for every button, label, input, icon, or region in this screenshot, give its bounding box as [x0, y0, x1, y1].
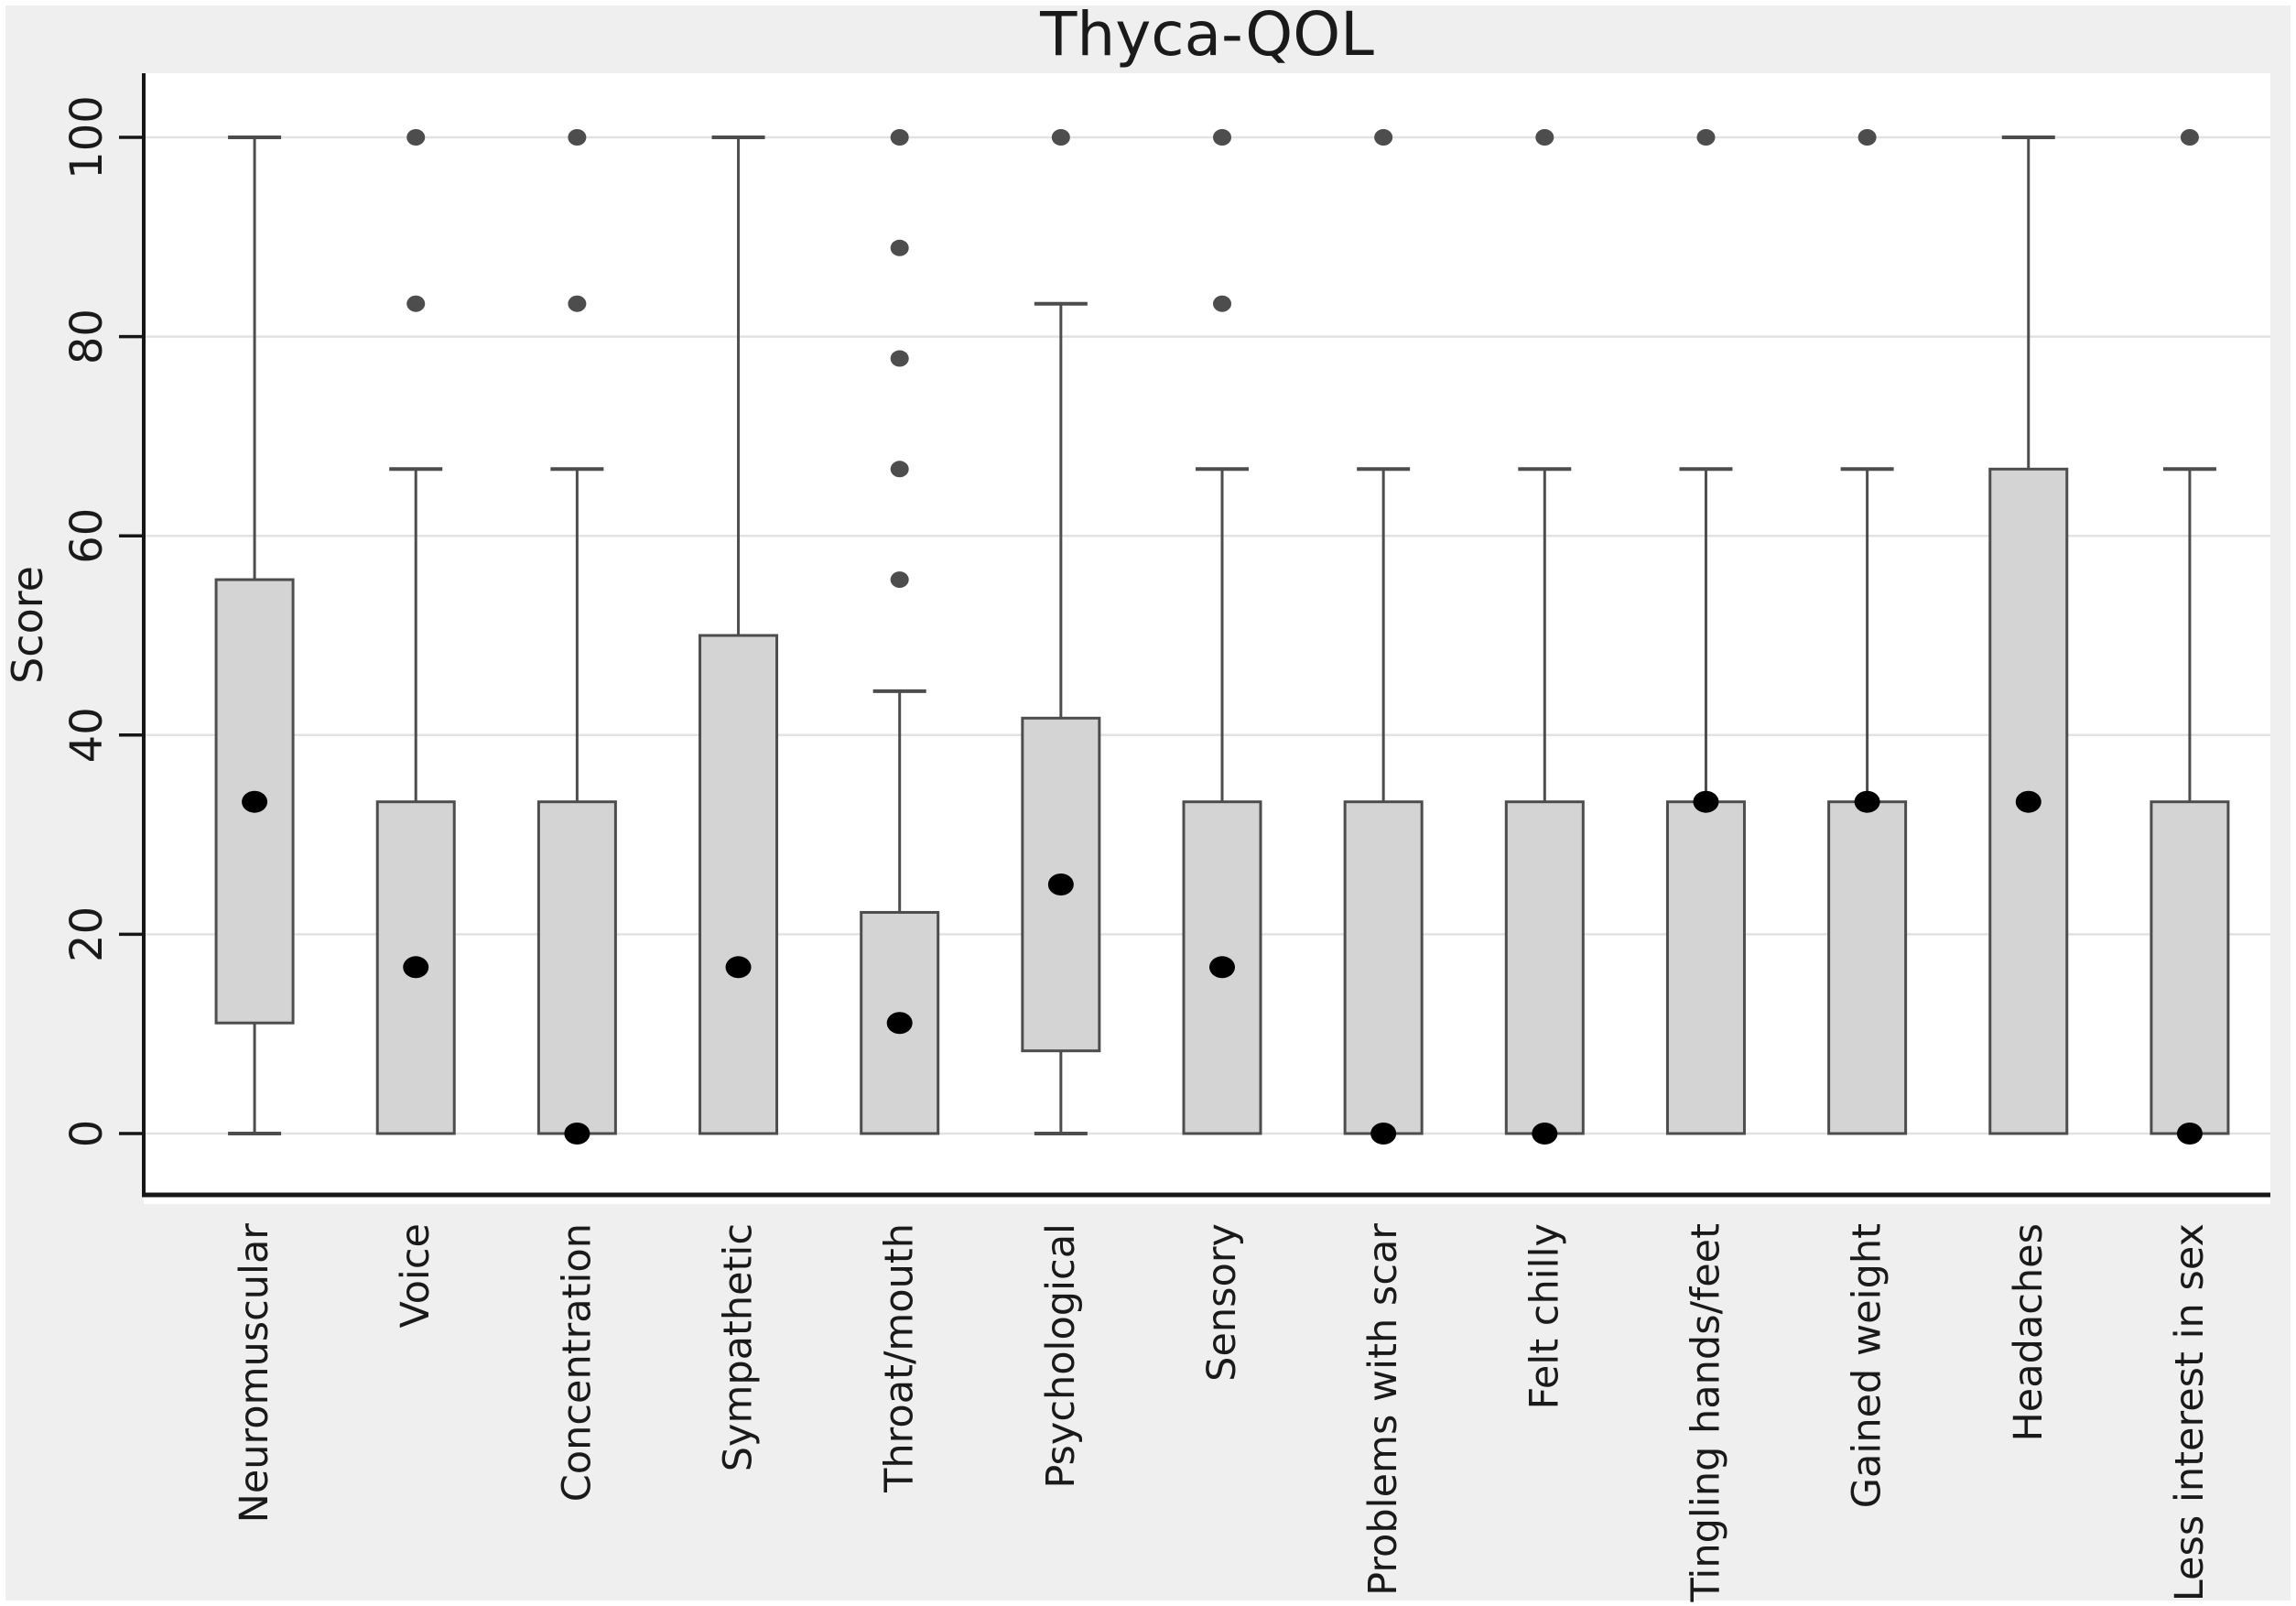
y-tick-label: 40 [61, 707, 113, 763]
median-dot [2015, 790, 2041, 813]
boxplot-psychological: Psychological [1021, 129, 1101, 1489]
y-tick-label: 100 [61, 95, 113, 179]
median-dot [1370, 1123, 1397, 1145]
outlier-dot [2180, 129, 2199, 146]
median-dot [2176, 1123, 2203, 1145]
median-dot [403, 956, 429, 979]
boxplot-sensory: Sensory [1182, 129, 1262, 1382]
iqr-box [536, 800, 617, 1135]
outlier-dot [1535, 129, 1554, 146]
outlier-dot [1696, 129, 1716, 146]
median-dot [242, 790, 268, 813]
median-dot [1532, 1123, 1558, 1145]
iqr-box [1504, 800, 1585, 1135]
outlier-dot [1213, 129, 1231, 146]
iqr-box [1827, 800, 1908, 1135]
boxplot-voice: Voice [375, 129, 456, 1328]
category-label: Gained weight [1845, 1223, 1890, 1508]
median-dot [886, 1012, 913, 1035]
outlier-dot [1213, 295, 1231, 312]
category-label: Voice [393, 1223, 439, 1328]
outlier-dot [406, 129, 426, 146]
outlier-dot [568, 295, 587, 312]
outlier-dot [1051, 129, 1070, 146]
outlier-dot [890, 350, 909, 367]
median-dot [1854, 790, 1880, 813]
median-dot [1047, 874, 1074, 895]
iqr-box [1665, 800, 1746, 1135]
iqr-box [2150, 800, 2230, 1135]
boxplot-sympathetic: Sympathetic [699, 136, 779, 1471]
boxplot-gained-weight: Gained weight [1827, 129, 1908, 1508]
category-label: Tingling hands/feet [1683, 1223, 1728, 1603]
y-tick-label: 20 [61, 906, 113, 962]
category-label: Problems with scar [1360, 1223, 1406, 1596]
category-label: Headaches [2006, 1223, 2052, 1442]
median-dot [564, 1123, 590, 1145]
category-label: Throat/mouth [877, 1223, 923, 1493]
boxplot-concentration: Concentration [536, 129, 617, 1502]
category-label: Concentration [554, 1223, 600, 1502]
median-dot [1209, 956, 1235, 979]
boxplot-felt-chilly: Felt chilly [1504, 129, 1585, 1410]
iqr-box [699, 634, 779, 1135]
iqr-box [1343, 800, 1424, 1135]
outlier-dot [890, 129, 909, 146]
outlier-dot [406, 295, 426, 312]
chart-title: Thyca-QOL [1039, 0, 1374, 70]
y-tick-label: 0 [61, 1120, 113, 1148]
category-label: Felt chilly [1522, 1223, 1567, 1410]
category-label: Neuromuscular [232, 1223, 277, 1524]
category-label: Psychological [1038, 1223, 1084, 1489]
outlier-dot [890, 571, 909, 589]
y-axis-title: Score [3, 566, 52, 684]
boxplot-tingling-hands-feet: Tingling hands/feet [1665, 129, 1746, 1603]
median-dot [725, 956, 752, 979]
y-axis-ticks: 0 20 40 60 80 100 [61, 95, 143, 1147]
outlier-dot [890, 461, 909, 478]
median-dot [1693, 790, 1719, 813]
outlier-dot [1374, 129, 1393, 146]
y-tick-label: 80 [61, 309, 113, 364]
category-label: Less interest in sex [2167, 1223, 2213, 1601]
category-label: Sensory [1199, 1223, 1245, 1382]
boxplot-throat-mouth: Throat/mouth [860, 129, 940, 1493]
boxplot-headaches: Headaches [1988, 136, 2069, 1442]
outlier-dot [890, 239, 909, 256]
boxplot-less-interest-in-sex: Less interest in sex [2150, 129, 2230, 1601]
outlier-dot [568, 129, 587, 146]
boxplot-neuromuscular: Neuromuscular [214, 136, 295, 1524]
boxplot-problems-with-scar: Problems with scar [1343, 129, 1424, 1596]
outlier-dot [1857, 129, 1877, 146]
y-tick-label: 60 [61, 508, 113, 564]
category-label: Sympathetic [716, 1223, 762, 1471]
